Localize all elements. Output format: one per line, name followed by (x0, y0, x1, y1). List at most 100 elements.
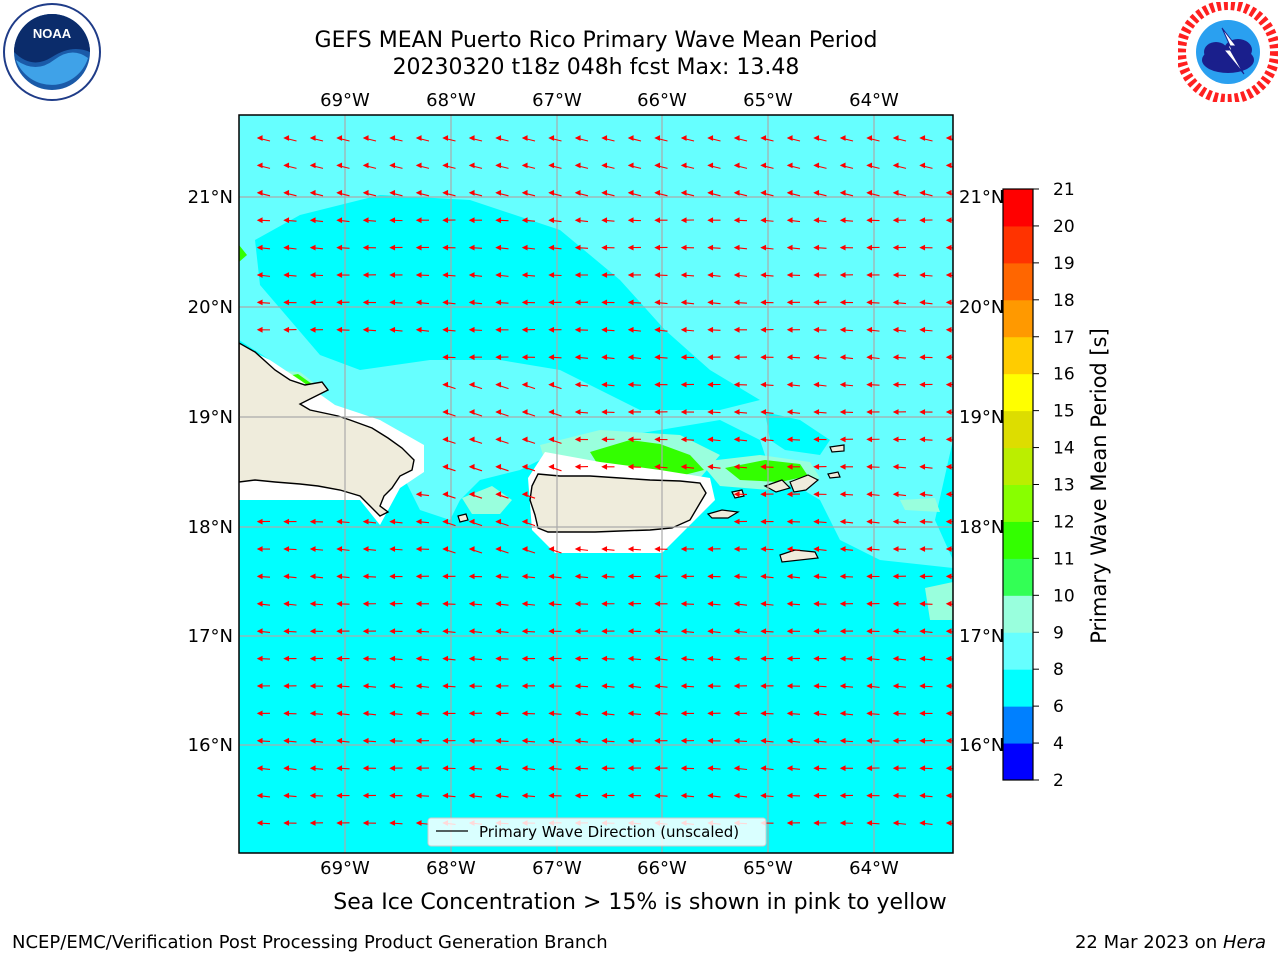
wave-arrow-head (415, 683, 422, 689)
wave-arrow-head (442, 737, 449, 744)
wave-arrow-head (919, 655, 926, 662)
wave-arrow-head (548, 217, 555, 224)
wave-arrow-head (468, 217, 475, 224)
wave-arrow-head (574, 354, 581, 361)
wave-arrow-head (495, 546, 502, 552)
wave-arrow-head (892, 436, 899, 443)
wave-arrow-head (786, 326, 793, 333)
colorbar-segment (1003, 299, 1033, 338)
wave-arrow-head (336, 765, 343, 772)
colorbar-tick-label: 8 (1053, 660, 1064, 680)
wave-arrow-head (945, 655, 952, 662)
wave-arrow-head (892, 299, 899, 306)
wave-arrow-head (813, 737, 820, 744)
wave-arrow-head (362, 683, 369, 689)
wave-arrow-head (336, 737, 343, 744)
wave-arrow-head (495, 792, 502, 799)
wave-arrow-head (945, 792, 952, 799)
wave-arrow-head (919, 189, 926, 196)
wave-arrow-head (707, 628, 714, 635)
wave-arrow-head (415, 217, 422, 224)
wave-arrow-head (574, 792, 581, 799)
wave-arrow-head (733, 381, 740, 388)
wave-arrow-head (283, 710, 290, 717)
wave-arrow-head (866, 820, 873, 826)
wave-arrow-head (495, 299, 502, 306)
lon-tick-label: 68°W (426, 90, 476, 111)
wave-arrow-head (415, 518, 422, 525)
wave-arrow-head (760, 792, 767, 799)
wave-arrow-head (680, 326, 687, 333)
wave-arrow-head (707, 217, 714, 224)
wave-arrow-head (256, 272, 263, 278)
wave-arrow-head (760, 463, 767, 470)
wave-arrow-head (866, 326, 873, 333)
wave-arrow-head (309, 792, 316, 799)
wave-arrow-head (415, 573, 422, 580)
wave-arrow-head (654, 244, 661, 251)
wave-arrow-head (680, 244, 687, 251)
wave-arrow-head (415, 135, 422, 141)
wave-arrow-head (945, 217, 952, 224)
wave-arrow-head (866, 683, 873, 689)
wave-arrow-head (813, 518, 820, 525)
wave-arrow-head (309, 683, 316, 689)
chart-subtitle-run: 20230320 t18z 048h fcst Max: 13.48 (392, 55, 800, 80)
wave-arrow-head (574, 463, 581, 470)
wave-arrow-head (283, 272, 290, 278)
wave-arrow-head (415, 272, 422, 278)
wave-arrow-head (919, 628, 926, 635)
wave-arrow-head (468, 518, 475, 525)
wave-arrow-head (786, 820, 793, 826)
wave-arrow-head (733, 409, 740, 415)
wave-arrow-head (839, 491, 846, 498)
wave-arrow-head (839, 765, 846, 772)
wave-arrow-head (468, 491, 475, 498)
wave-arrow-head (336, 820, 343, 826)
wave-arrow-head (919, 436, 926, 443)
wave-arrow-head (495, 737, 502, 744)
wave-arrow-head (309, 244, 316, 251)
wave-arrow-head (839, 573, 846, 580)
wave-arrow-head (760, 436, 767, 443)
wave-arrow-head (945, 710, 952, 717)
wave-arrow-head (919, 683, 926, 689)
wave-arrow-head (733, 737, 740, 744)
colorbar-segment (1003, 189, 1033, 227)
wave-arrow-head (601, 217, 608, 224)
wave-arrow-head (548, 737, 555, 744)
wave-arrow-head (733, 217, 740, 224)
wave-arrow-head (574, 628, 581, 635)
wave-arrow-head (866, 244, 873, 251)
wave-arrow-head (733, 244, 740, 251)
wave-arrow-head (256, 573, 263, 580)
wave-arrow-head (680, 628, 687, 635)
wave-arrow-head (919, 710, 926, 717)
land-hispaniola (239, 342, 415, 517)
wave-arrow-head (866, 189, 873, 196)
wave-arrow-head (548, 381, 555, 388)
wave-arrow-head (627, 299, 634, 306)
colorbar-segment (1003, 743, 1033, 781)
wave-arrow-head (680, 217, 687, 224)
wave-arrow-head (680, 655, 687, 662)
wave-arrow-head (813, 217, 820, 224)
wave-arrow-head (495, 628, 502, 635)
wave-arrow-head (442, 381, 449, 388)
wave-arrow-head (495, 162, 502, 169)
wave-arrow-head (495, 683, 502, 689)
wave-arrow-head (919, 792, 926, 799)
wave-arrow-head (760, 546, 767, 552)
wave-arrow-head (336, 600, 343, 607)
wave-arrow-head (495, 217, 502, 224)
wave-arrow-head (813, 628, 820, 635)
island-vieques (706, 509, 740, 519)
wave-arrow-head (468, 463, 475, 470)
wave-arrow-head (283, 683, 290, 689)
wave-arrow-head (813, 655, 820, 662)
wave-arrow-head (627, 573, 634, 580)
wave-arrow-head (866, 573, 873, 580)
wave-arrow-head (495, 463, 502, 470)
wave-arrow-head (256, 737, 263, 744)
wave-arrow-head (786, 600, 793, 607)
